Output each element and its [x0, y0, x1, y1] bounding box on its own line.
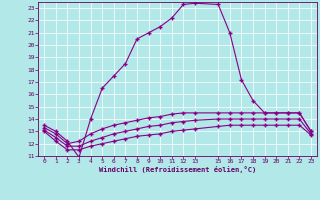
X-axis label: Windchill (Refroidissement éolien,°C): Windchill (Refroidissement éolien,°C)	[99, 166, 256, 173]
